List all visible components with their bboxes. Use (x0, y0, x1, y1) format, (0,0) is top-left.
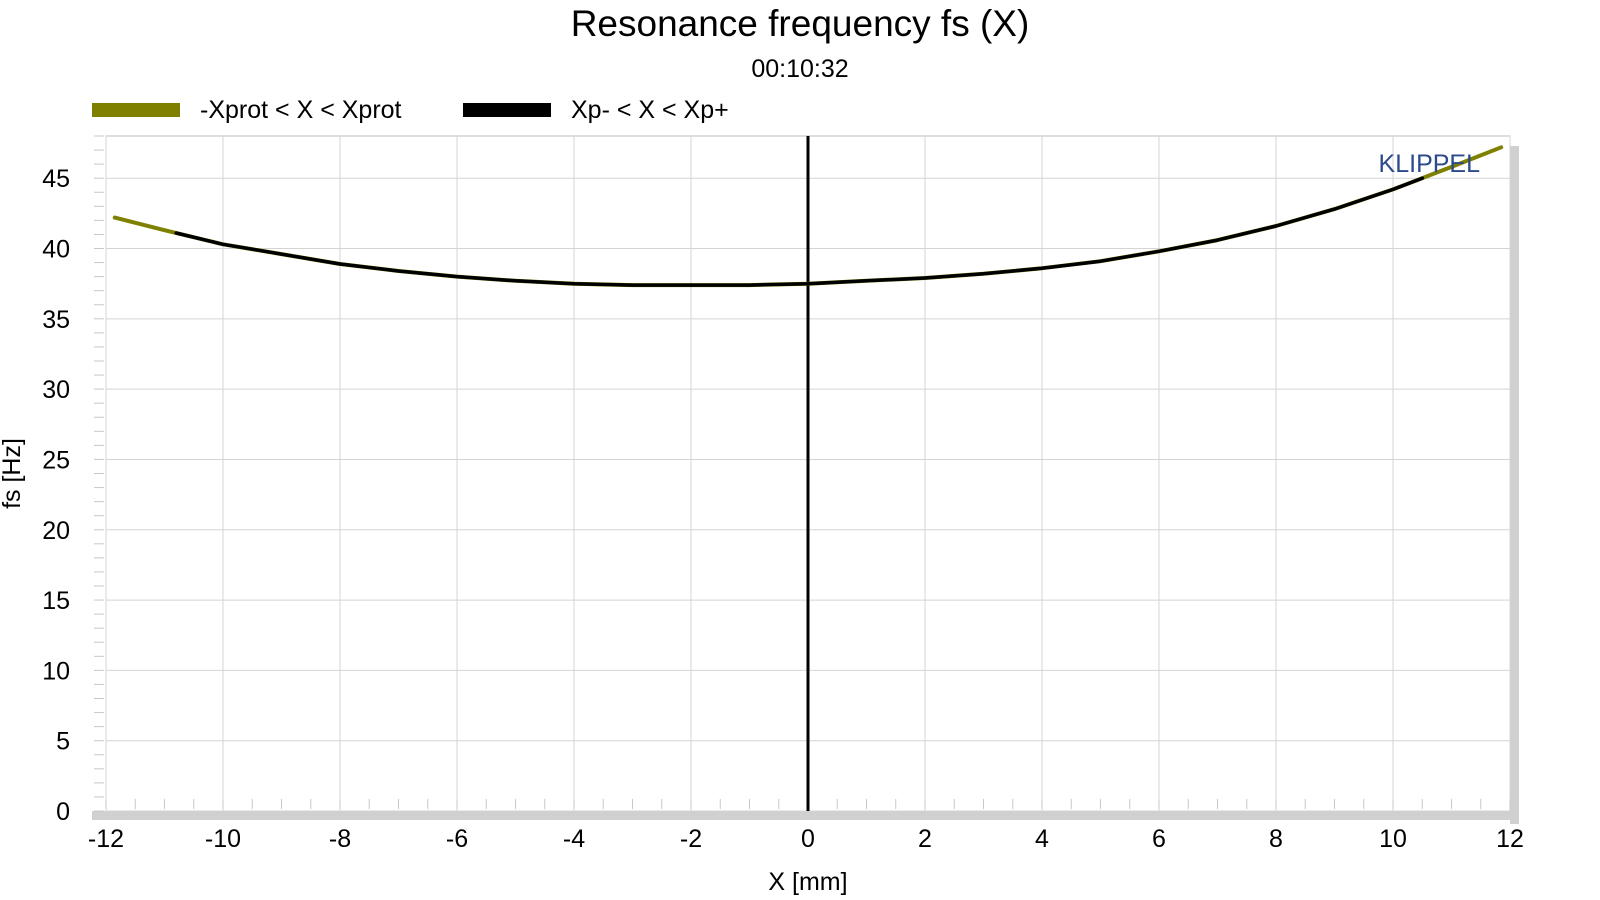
x-tick-label: -12 (88, 825, 124, 853)
legend-swatch-xprot (92, 103, 180, 117)
y-tick-label: 45 (42, 165, 70, 193)
x-tick-label: 6 (1152, 825, 1166, 853)
y-tick-label: 35 (42, 306, 70, 334)
x-tick-label: 4 (1035, 825, 1049, 853)
y-tick-label: 10 (42, 657, 70, 685)
legend-item-xp: Xp- < X < Xp+ (463, 94, 729, 126)
x-tick-label: -8 (329, 825, 351, 853)
y-tick-label: 0 (56, 798, 70, 826)
x-tick-label: -4 (563, 825, 585, 853)
y-axis-label: fs [Hz] (0, 438, 26, 509)
x-tick-label: -10 (205, 825, 241, 853)
klippel-watermark: KLIPPEL (1379, 150, 1481, 178)
series-line-1 (174, 176, 1425, 287)
y-tick-label: 20 (42, 517, 70, 545)
legend-label-xp: Xp- < X < Xp+ (571, 96, 729, 124)
y-tick-label: 15 (42, 587, 70, 615)
chart-title: Resonance frequency fs (X) (570, 3, 1030, 44)
plot-shadow-right (1510, 146, 1519, 824)
legend-item-xprot: -Xprot < X < Xprot (92, 94, 402, 126)
chart-subtitle: 00:10:32 (751, 55, 849, 83)
x-tick-label: 10 (1379, 825, 1407, 853)
plot-shadow-bottom (92, 811, 1519, 820)
x-axis-label: X [mm] (768, 868, 847, 896)
x-tick-label: 2 (918, 825, 932, 853)
x-tick-label: -6 (446, 825, 468, 853)
legend-label-xprot: -Xprot < X < Xprot (200, 96, 402, 124)
y-tick-label: 25 (42, 446, 70, 474)
legend-swatch-xp (463, 103, 551, 117)
y-tick-label: 40 (42, 236, 70, 264)
x-tick-label: 0 (801, 825, 815, 853)
x-tick-label: 12 (1496, 825, 1524, 853)
x-tick-label: 8 (1269, 825, 1283, 853)
x-tick-label: -2 (680, 825, 702, 853)
y-tick-label: 5 (56, 728, 70, 756)
y-tick-label: 30 (42, 376, 70, 404)
